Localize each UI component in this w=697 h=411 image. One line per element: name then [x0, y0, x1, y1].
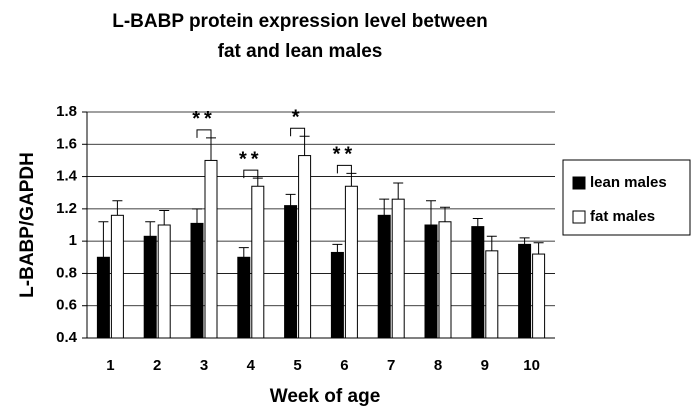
- bar: [344, 185, 358, 339]
- legend-label: lean males: [590, 174, 667, 191]
- legend-swatch: [572, 176, 586, 190]
- error-bar: [192, 208, 202, 224]
- y-tick-label: 1.2: [56, 200, 77, 217]
- chart-title: fat and lean males: [218, 41, 383, 62]
- y-tick-label: 1.6: [56, 135, 77, 152]
- bar: [190, 222, 204, 339]
- bar: [237, 256, 251, 339]
- bar: [298, 155, 312, 339]
- error-bar: [440, 206, 450, 222]
- bar: [251, 185, 265, 339]
- bar: [377, 214, 391, 339]
- x-axis-label: Week of age: [270, 386, 381, 407]
- significance-bracket: [196, 129, 212, 138]
- bar: [485, 250, 499, 339]
- error-bar: [159, 209, 170, 225]
- x-tick-label: 3: [200, 357, 208, 374]
- error-bar: [252, 177, 263, 187]
- error-bar: [426, 200, 436, 225]
- bar: [110, 214, 124, 339]
- error-bar: [332, 243, 343, 253]
- bar: [96, 256, 110, 339]
- bar: [143, 235, 157, 339]
- error-bar: [346, 172, 357, 187]
- bar: [284, 205, 298, 339]
- y-axis-label: L-BABP/GAPDH: [17, 152, 38, 298]
- x-tick-label: 7: [387, 357, 395, 374]
- y-tick-label: 1: [69, 232, 77, 249]
- error-bar: [299, 135, 310, 156]
- error-bar: [145, 221, 156, 237]
- y-tick-label: 0.6: [56, 297, 77, 314]
- significance-label: *: [292, 106, 304, 128]
- legend-swatch: [572, 210, 586, 224]
- y-tick-label: 1.8: [56, 103, 77, 120]
- error-bar: [206, 137, 216, 161]
- x-tick-label: 5: [293, 357, 301, 374]
- error-bar: [472, 218, 483, 227]
- error-bar: [98, 221, 109, 258]
- bar: [424, 224, 438, 339]
- significance-label: **: [333, 144, 357, 166]
- error-bar: [238, 247, 249, 258]
- y-tick-label: 0.4: [56, 329, 78, 346]
- legend-label: fat males: [590, 208, 655, 225]
- significance-bracket: [336, 164, 352, 174]
- bar: [157, 224, 171, 339]
- x-tick-label: 8: [434, 357, 442, 374]
- error-bar: [519, 237, 530, 245]
- bar: [532, 253, 546, 339]
- error-bar: [393, 182, 404, 200]
- significance-bracket: [243, 169, 259, 179]
- error-bar: [285, 193, 296, 206]
- error-bar: [533, 242, 544, 255]
- x-tick-label: 1: [106, 357, 114, 374]
- error-bar: [379, 198, 390, 216]
- significance-label: **: [192, 108, 216, 130]
- significance-bracket: [290, 127, 306, 137]
- error-bar: [486, 235, 497, 251]
- chart-title: L-BABP protein expression level between: [112, 11, 488, 32]
- error-bar: [112, 200, 123, 216]
- bar: [204, 159, 218, 339]
- x-tick-label: 6: [340, 357, 348, 374]
- bar: [391, 198, 405, 339]
- x-tick-label: 10: [523, 357, 540, 374]
- x-tick-label: 4: [247, 357, 256, 374]
- x-tick-label: 2: [153, 357, 161, 374]
- y-tick-label: 1.4: [56, 168, 78, 185]
- y-tick-label: 0.8: [56, 264, 77, 281]
- significance-label: **: [239, 148, 263, 170]
- bar: [330, 251, 344, 339]
- bar: [471, 226, 485, 339]
- bar: [518, 243, 532, 339]
- x-tick-label: 9: [481, 357, 489, 374]
- bar: [438, 221, 452, 339]
